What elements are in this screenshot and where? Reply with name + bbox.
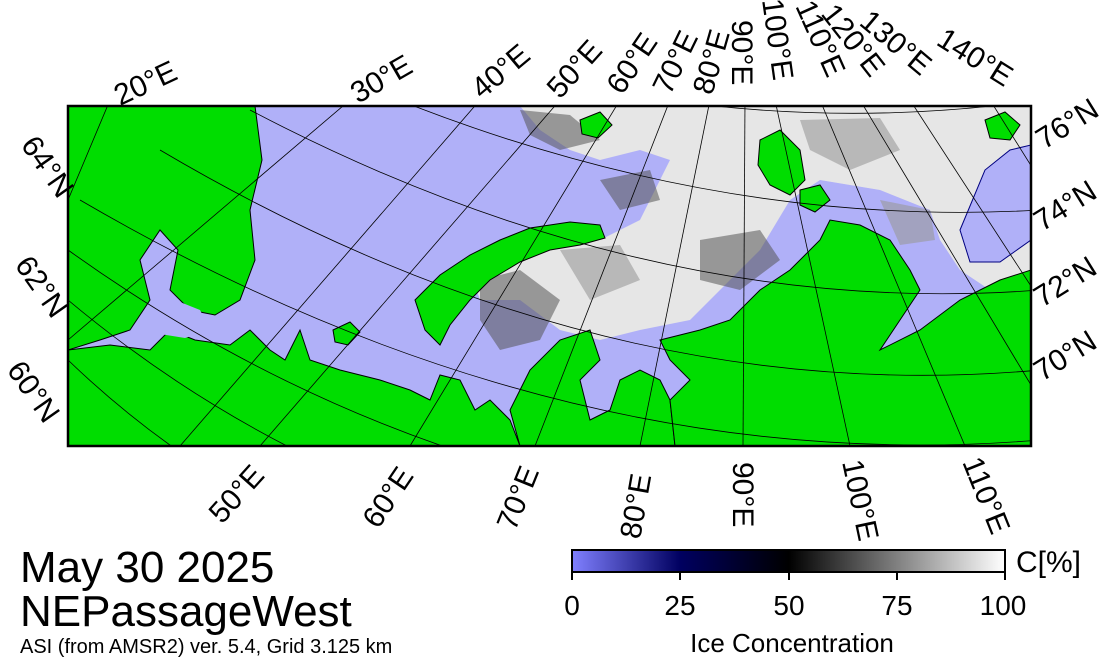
- right-latitude-labels: 76°N 74°N 72°N 70°N: [1028, 92, 1104, 388]
- top-lon-label: 30°E: [345, 49, 418, 110]
- product-info: ASI (from AMSR2) ver. 5.4, Grid 3.125 km: [20, 636, 393, 658]
- sea-ice-mid-patches: [560, 118, 935, 300]
- colorbar-unit: C[%]: [1016, 546, 1082, 579]
- region-title: NEPassageWest: [20, 587, 352, 636]
- parallel-64n: [68, 299, 288, 446]
- meridian-130e: [913, 106, 1031, 287]
- land-siberia: [509, 329, 676, 446]
- bottom-lon-label: 70°E: [491, 462, 546, 535]
- colorbar-ticks: [571, 572, 1006, 580]
- top-longitude-labels: 20°E 30°E 40°E 50°E 60°E 70°E 80°E 90°E …: [109, 0, 1018, 112]
- left-lat-label: 62°N: [8, 250, 73, 324]
- meridian-120e: [863, 106, 1031, 386]
- top-lon-label: 140°E: [931, 22, 1018, 93]
- right-lat-label: 70°N: [1028, 324, 1102, 388]
- meridian-100e: [775, 106, 851, 446]
- meridian-20e: [68, 106, 108, 201]
- top-lon-label: 40°E: [465, 38, 536, 105]
- meridian-50e: [259, 106, 556, 446]
- bottom-lon-label: 60°E: [356, 461, 420, 534]
- bottom-longitude-labels: 50°E 60°E 70°E 80°E 90°E 100°E 110°E: [203, 452, 1016, 543]
- left-lat-label: 60°N: [0, 355, 65, 429]
- date-title: May 30 2025: [20, 543, 275, 592]
- meridian-140e: [993, 106, 1031, 167]
- parallel-76n: [711, 106, 996, 114]
- meridian-60e: [409, 106, 617, 446]
- parallel-66n: [68, 249, 444, 446]
- colorbar-tick-label: 0: [564, 590, 580, 621]
- land-scandinavia: [68, 106, 263, 351]
- top-lon-label: 50°E: [541, 34, 609, 105]
- top-lon-label: 90°E: [725, 20, 758, 85]
- right-lat-label: 76°N: [1030, 92, 1104, 156]
- right-lat-label: 74°N: [1028, 174, 1102, 238]
- top-lon-label: 20°E: [109, 55, 182, 113]
- colorbar-tick-label: 75: [881, 590, 913, 621]
- land-new-siberian: [984, 111, 1021, 141]
- graticule: [68, 106, 1031, 446]
- parallel-70n: [159, 149, 1031, 376]
- parallel-74n: [412, 106, 1031, 213]
- bottom-lon-label: 50°E: [203, 459, 271, 530]
- right-lat-label: 72°N: [1028, 250, 1102, 314]
- colorbar-tick-label: 100: [979, 590, 1027, 621]
- bottom-lon-label: 110°E: [956, 452, 1017, 538]
- colorbar: [571, 549, 1006, 573]
- bottom-lon-label: 90°E: [726, 462, 759, 527]
- meridian-80e: [639, 106, 710, 446]
- parallel-72n: [249, 109, 1031, 295]
- sea-ice-dark-patches: [480, 110, 780, 350]
- land-novaya-zemlya: [414, 221, 606, 346]
- colorbar-title: Ice Concentration: [690, 628, 894, 658]
- open-water-white-sea: [150, 300, 210, 338]
- colorbar-tick-label: 50: [773, 590, 805, 621]
- meridian-110e: [822, 106, 966, 446]
- map-area: [68, 106, 1031, 446]
- land-franz-josef: [579, 111, 613, 139]
- bottom-lon-label: 100°E: [835, 457, 884, 544]
- meridian-40e: [179, 106, 476, 446]
- land-taymyr: [659, 219, 1031, 446]
- land-russia-mainland: [68, 328, 521, 446]
- bottom-lon-label: 80°E: [614, 471, 658, 541]
- meridian-90e: [742, 106, 746, 446]
- open-water-laptev: [959, 144, 1031, 263]
- meridian-70e: [534, 106, 669, 446]
- colorbar-tick-label: 25: [664, 590, 696, 621]
- map-frame: [66, 104, 1033, 448]
- meridian-30e: [68, 106, 344, 341]
- land-severnaya-zemlya: [757, 129, 806, 196]
